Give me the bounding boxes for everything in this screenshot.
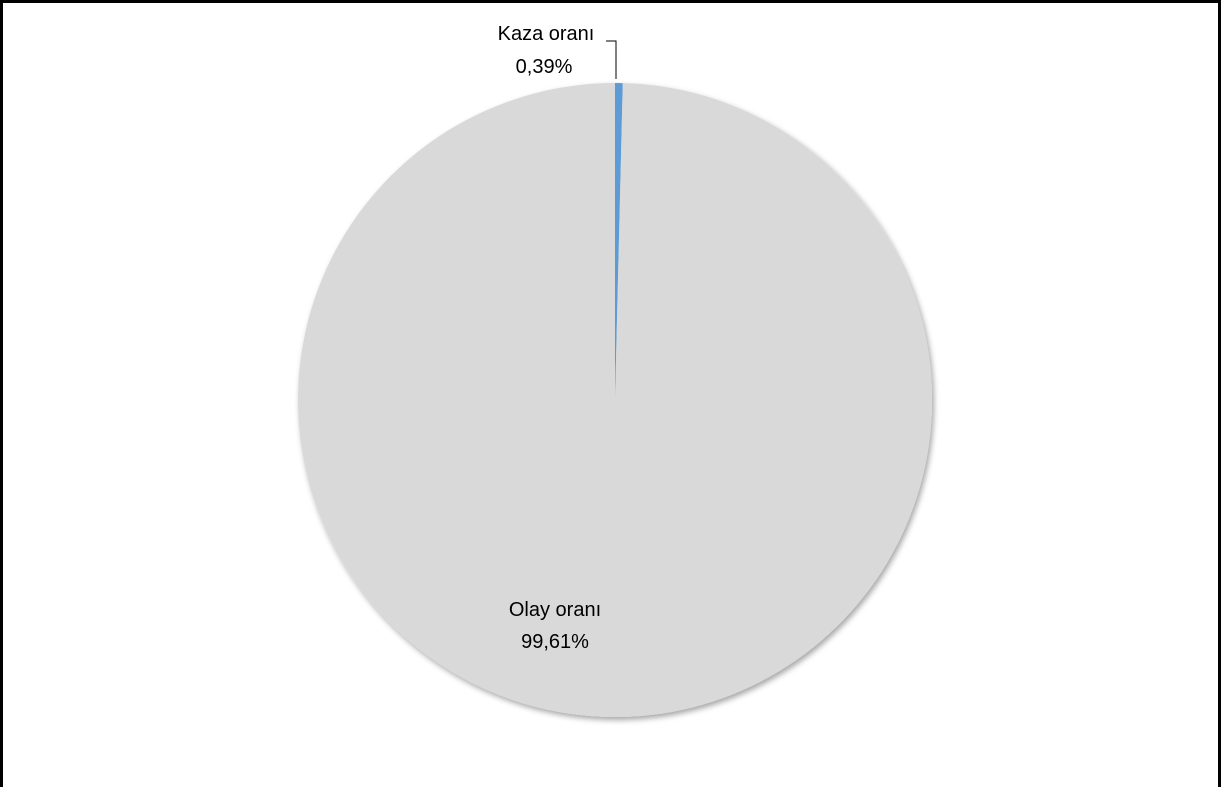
- pie-chart: Kaza oranı 0,39% Olay oranı 99,61%: [298, 23, 933, 717]
- slice-label-olay-value: 99,61%: [521, 631, 589, 653]
- slice-label-kaza-value: 0,39%: [516, 56, 573, 78]
- pie-slices: [298, 83, 933, 717]
- slice-label-kaza-name: Kaza oranı: [498, 23, 595, 45]
- pie-slice-kaza: [615, 83, 623, 400]
- slice-label-olay-name: Olay oranı: [509, 599, 601, 621]
- leader-line-kaza: [606, 40, 617, 79]
- pie-slice-olay: [298, 83, 933, 717]
